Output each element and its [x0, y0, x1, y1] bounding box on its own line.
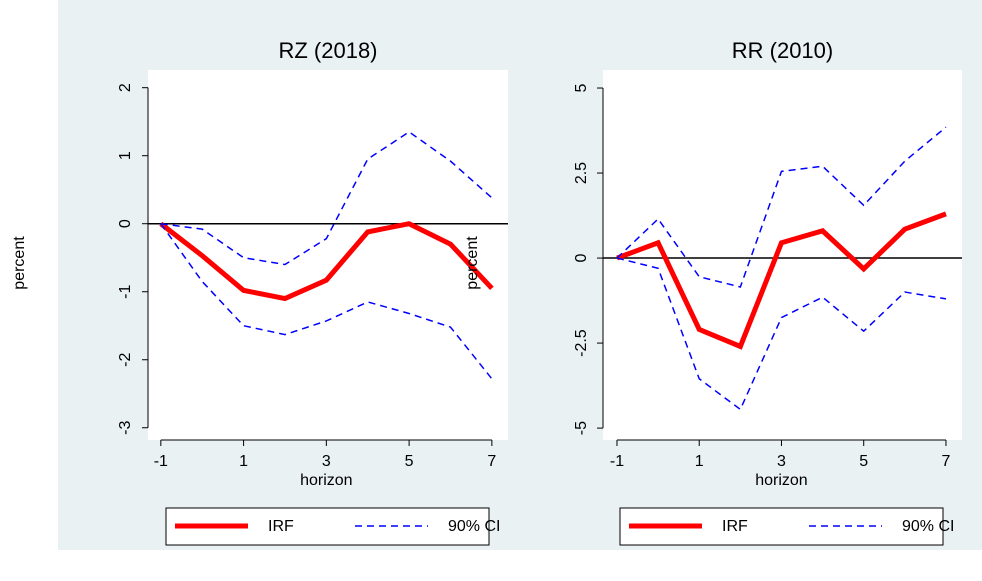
series-line — [160, 130, 493, 266]
series-line — [616, 126, 947, 288]
y-tick-label: 0 — [573, 254, 590, 263]
y-tick-label: -2 — [117, 353, 134, 367]
legend-label: IRF — [722, 518, 748, 535]
y-tick-label: -5 — [573, 421, 590, 435]
y-tick-label: -2.5 — [573, 329, 590, 357]
y-tick-label: 2 — [117, 83, 134, 92]
series-line — [616, 257, 947, 411]
x-tick-label: 7 — [487, 453, 496, 470]
x-tick-label: 5 — [859, 453, 868, 470]
x-tick-label: 5 — [405, 453, 414, 470]
y-tick-label: 2.5 — [573, 162, 590, 184]
x-tick-label: 1 — [695, 453, 704, 470]
x-tick-label: -1 — [154, 453, 168, 470]
x-tick-label: -1 — [610, 453, 624, 470]
y-tick-label: 5 — [573, 83, 590, 92]
chart-title: RR (2010) — [732, 38, 833, 63]
legend-label: 90% CI — [902, 518, 954, 535]
x-tick-label: 3 — [777, 453, 786, 470]
series-line — [160, 223, 493, 380]
series-line — [159, 221, 494, 302]
y-tick-label: 0 — [117, 219, 134, 228]
x-tick-label: 7 — [942, 453, 951, 470]
chart-title: RZ (2018) — [278, 38, 377, 63]
y-axis-label: percent — [11, 236, 28, 290]
x-tick-label: 1 — [239, 453, 248, 470]
plot-area — [603, 70, 962, 440]
y-tick-label: -1 — [117, 285, 134, 299]
y-tick-label: -3 — [117, 421, 134, 435]
plot-area — [148, 70, 508, 440]
x-tick-label: 3 — [322, 453, 331, 470]
series-line — [616, 211, 947, 350]
x-axis-label: horizon — [300, 472, 352, 489]
y-tick-label: 1 — [117, 151, 134, 160]
legend-label: 90% CI — [448, 518, 500, 535]
y-axis-label: percent — [464, 236, 481, 290]
legend-label: IRF — [268, 518, 294, 535]
x-axis-label: horizon — [755, 472, 807, 489]
